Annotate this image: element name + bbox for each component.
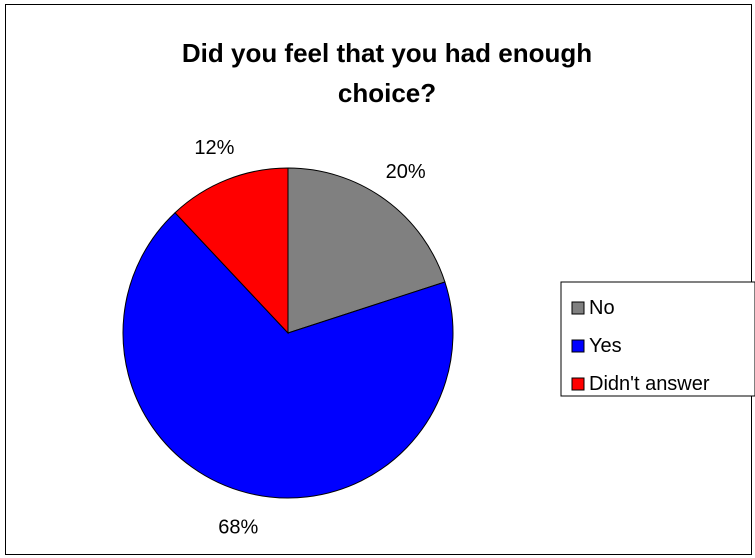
legend-label-yes: Yes bbox=[589, 335, 622, 357]
pie-data-labels: 20% 68% 12% bbox=[194, 137, 425, 539]
chart-title-line-1: Did you feel that you had enough bbox=[182, 38, 592, 68]
pie-slice-didn-t-answer bbox=[174, 167, 289, 335]
legend-swatch-didn-t-answer bbox=[571, 377, 585, 391]
legend-box bbox=[560, 281, 755, 397]
legend: No Yes Didn't answer bbox=[560, 281, 755, 397]
pie-slice-yes bbox=[122, 212, 454, 499]
legend-label-no: No bbox=[589, 297, 615, 319]
chart-title-line-2: choice? bbox=[338, 78, 436, 108]
data-label-didn-t-answer: 12% bbox=[194, 137, 234, 159]
pie-slices bbox=[122, 167, 454, 499]
legend-swatch-yes bbox=[571, 339, 585, 353]
data-label-no: 20% bbox=[386, 161, 426, 183]
pie-slice-no bbox=[287, 167, 446, 334]
data-label-yes: 68% bbox=[218, 517, 258, 539]
legend-label-didn-t-answer: Didn't answer bbox=[589, 373, 710, 395]
legend-swatch-no bbox=[571, 301, 585, 315]
